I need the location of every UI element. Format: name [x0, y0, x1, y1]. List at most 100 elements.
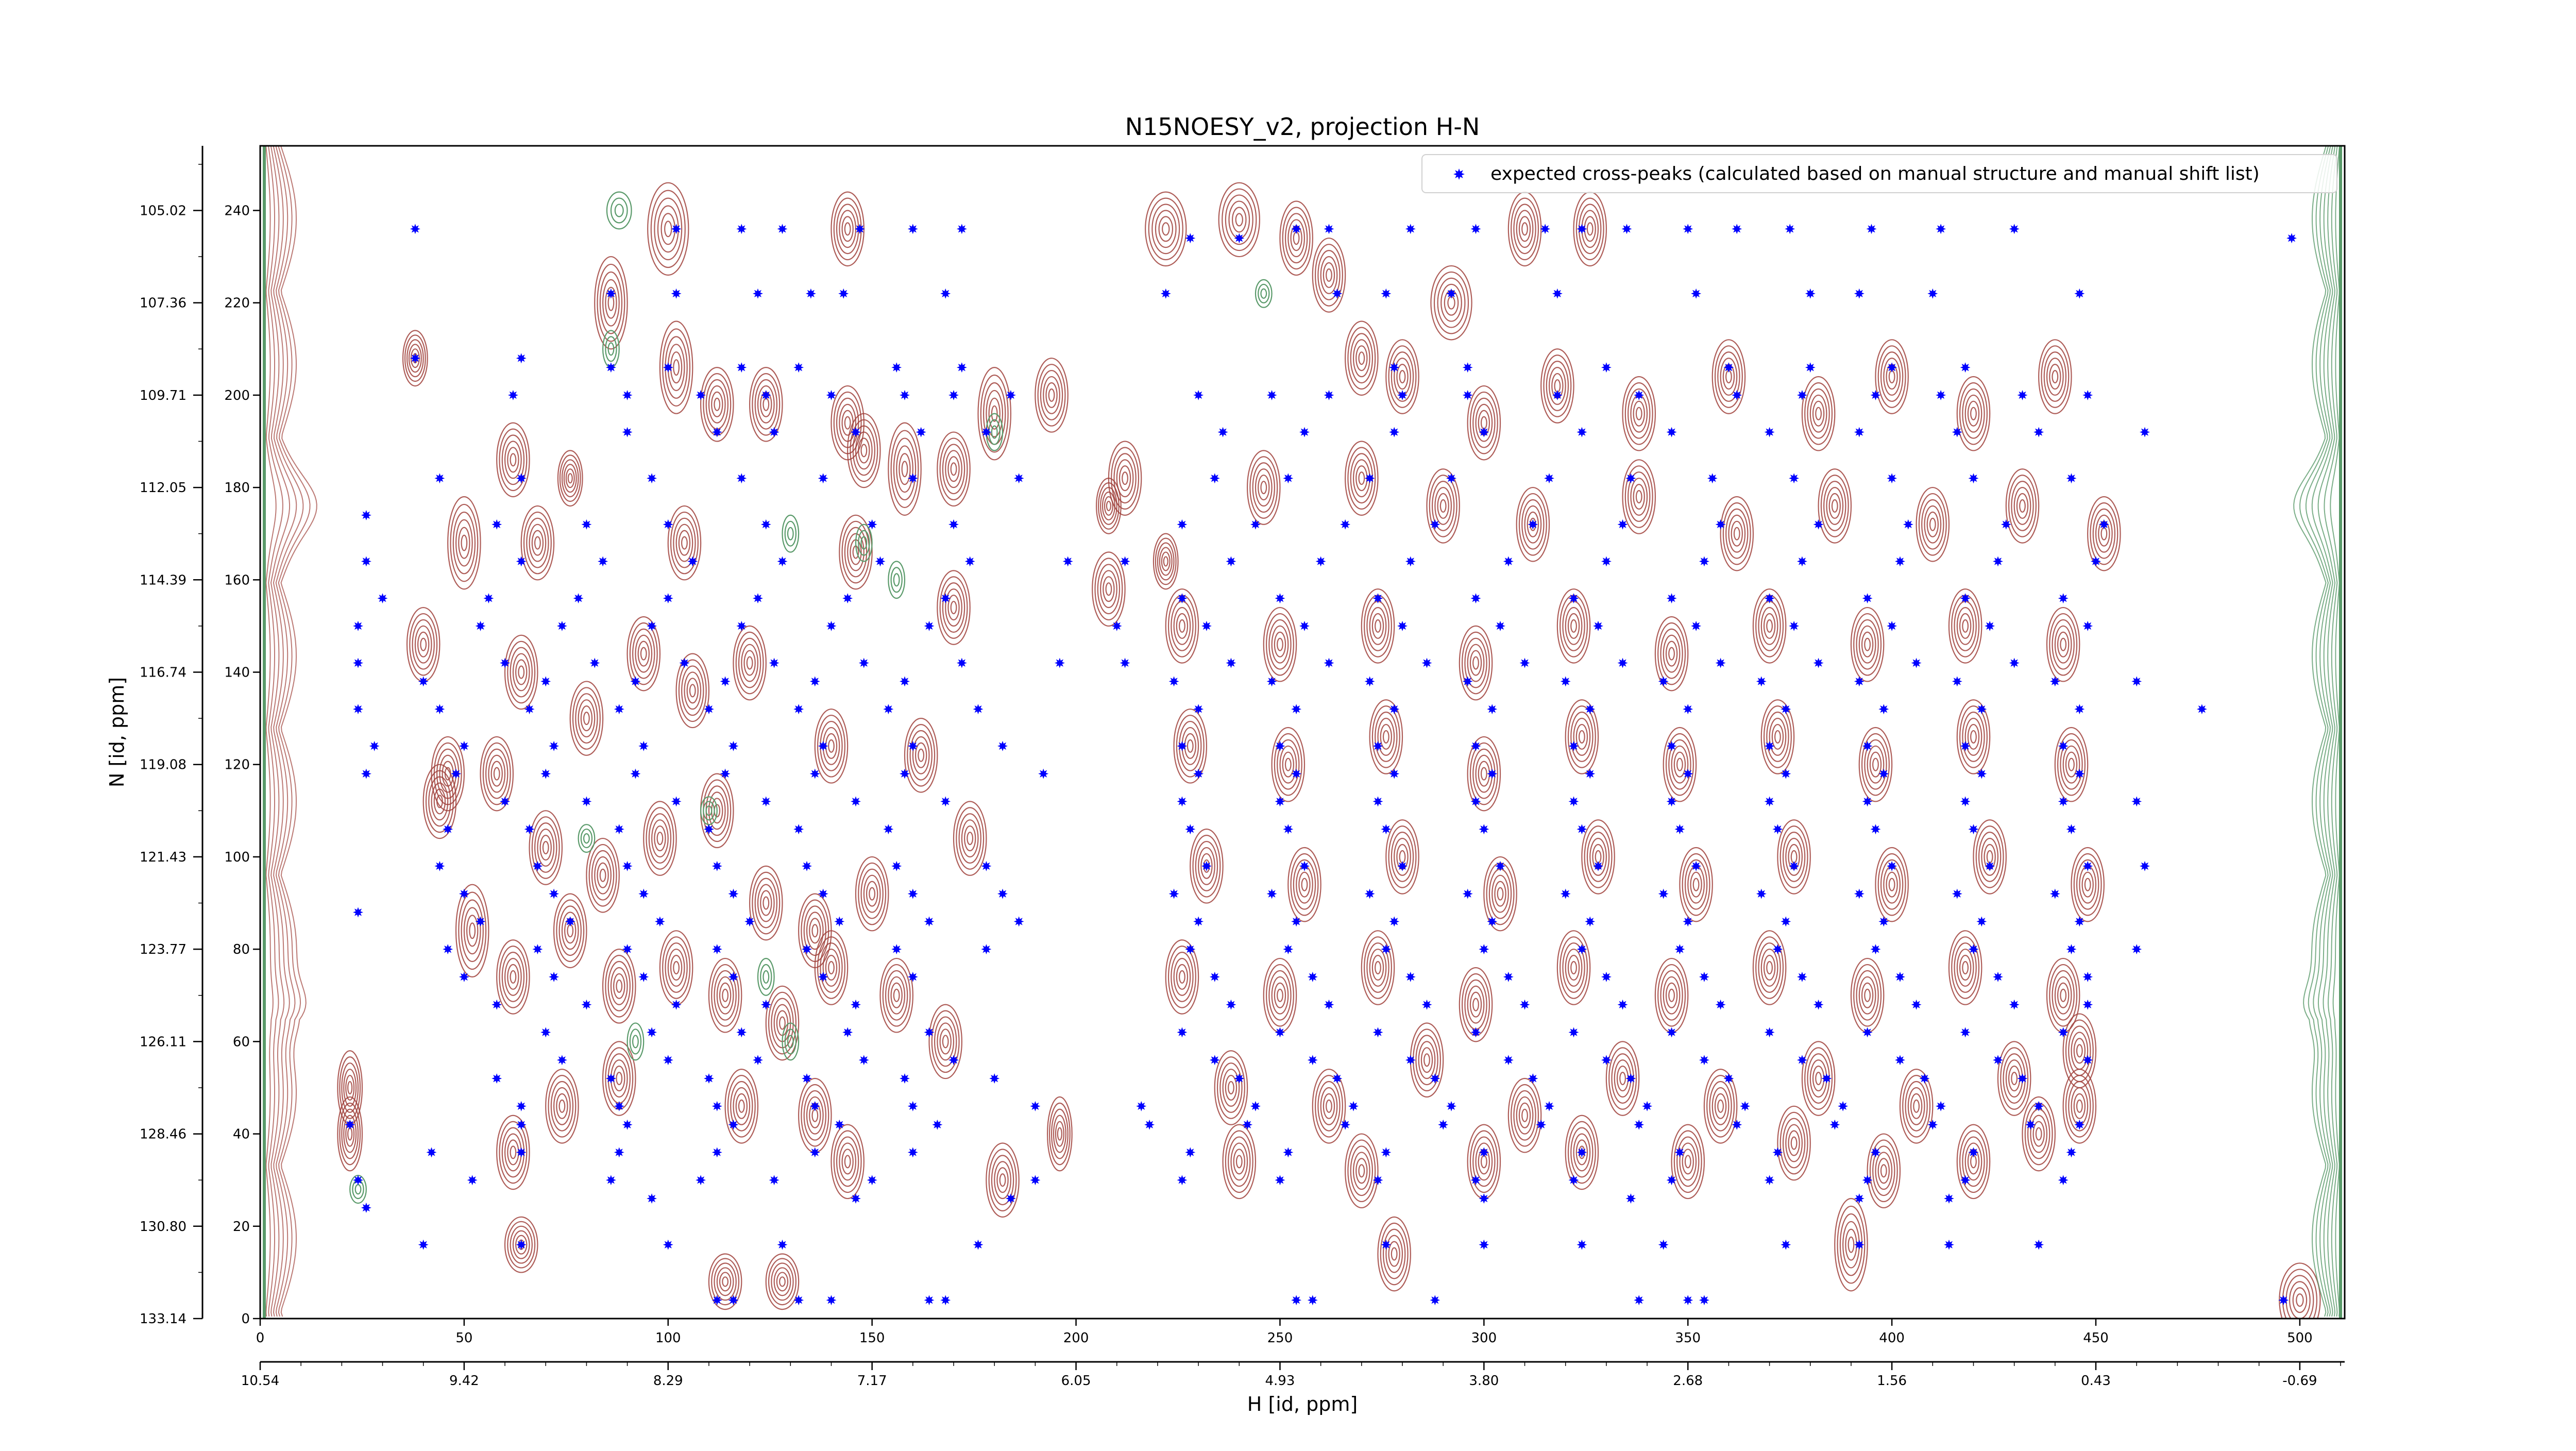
- contour-ring: [1888, 878, 1895, 891]
- contour-ring: [831, 1124, 865, 1200]
- cross-peak-marker: [1577, 944, 1587, 955]
- cross-peak-marker: [1487, 704, 1498, 715]
- contour-ring: [776, 1010, 789, 1036]
- contour-ring: [1345, 320, 1379, 396]
- contour-ring: [1921, 499, 1944, 550]
- contour-peak-143: [1565, 1115, 1599, 1190]
- cross-peak-marker: [1030, 1101, 1041, 1111]
- contour-ring: [942, 582, 965, 633]
- cross-peak-marker: [1446, 288, 1456, 299]
- cross-peak-marker: [353, 704, 363, 715]
- contour-ring: [934, 1016, 957, 1067]
- cross-peak-marker: [1968, 473, 1979, 484]
- cross-peak-marker: [1479, 944, 1489, 955]
- contour-ring: [890, 982, 903, 1008]
- contour-ring: [1673, 751, 1686, 778]
- cross-peak-marker: [1013, 473, 1024, 484]
- contour-ring: [607, 960, 631, 1011]
- contour-ring: [1388, 345, 1417, 408]
- contour-ring: [1628, 388, 1651, 439]
- contour-ring: [1877, 1158, 1890, 1184]
- contour-ring: [860, 444, 868, 458]
- cross-peak-marker: [1528, 519, 1538, 530]
- contour-ring: [986, 1142, 1020, 1218]
- contour-peak-43: [602, 949, 636, 1024]
- contour-ring: [675, 653, 710, 729]
- contour-ring: [556, 899, 585, 963]
- contour-ring: [1684, 859, 1708, 910]
- cross-peak-marker: [1621, 224, 1632, 234]
- cross-peak-marker: [1275, 1027, 1285, 1038]
- contour-ring: [879, 957, 913, 1033]
- cross-peak-marker: [1552, 288, 1563, 299]
- right-projection-trace: [2324, 146, 2338, 1317]
- contour-ring: [1345, 1133, 1379, 1209]
- contour-ring: [1981, 838, 1999, 876]
- cross-peak-marker: [418, 1239, 429, 1250]
- cross-peak-marker: [540, 676, 551, 687]
- contour-ring: [1573, 718, 1591, 756]
- contour-ring: [667, 505, 702, 581]
- contour-ring: [1853, 613, 1882, 676]
- contour-ring: [591, 850, 615, 901]
- cross-peak-marker: [1185, 1147, 1196, 1158]
- contour-ring: [893, 988, 900, 1002]
- cross-peak-marker: [704, 1073, 714, 1084]
- cross-peak-marker: [875, 556, 886, 567]
- y-ppm-tick-label: 133.14: [140, 1311, 187, 1327]
- contour-ring: [1494, 881, 1506, 907]
- cross-peak-marker: [1340, 1119, 1351, 1130]
- contour-ring: [485, 748, 509, 799]
- cross-peak-marker: [1299, 620, 1310, 631]
- cross-peak-marker: [1291, 916, 1302, 927]
- cross-peak-marker: [1683, 916, 1693, 927]
- cross-peak-marker: [1307, 971, 1318, 982]
- cross-peak-marker: [2196, 704, 2207, 715]
- cross-peak-marker: [459, 888, 469, 899]
- contour-ring: [1763, 705, 1792, 768]
- contour-ring: [597, 263, 625, 342]
- contour-ring: [1872, 1145, 1895, 1196]
- contour-ring: [507, 640, 536, 704]
- cross-peak-marker: [907, 888, 918, 899]
- contour-ring: [1834, 1197, 1868, 1292]
- y-index-tick-label: 200: [224, 388, 250, 403]
- contour-ring: [572, 687, 601, 750]
- contour-ring: [1219, 1062, 1243, 1113]
- contour-ring: [814, 708, 849, 784]
- cross-peak-marker: [1952, 888, 1962, 899]
- contour-ring: [912, 736, 930, 774]
- cross-peak-marker: [809, 768, 820, 779]
- contour-ring: [1513, 1090, 1536, 1141]
- contour-peak-116: [1777, 819, 1811, 895]
- contour-ring: [1426, 468, 1460, 544]
- contour-ring: [458, 527, 470, 559]
- contour-ring: [496, 939, 530, 1015]
- contour-ring: [730, 1081, 753, 1132]
- contour-ring: [1467, 644, 1485, 682]
- contour-ring: [1225, 1074, 1238, 1101]
- contour-ring: [341, 1062, 359, 1113]
- contour-ring: [2065, 1019, 2094, 1083]
- contour-ring: [2084, 878, 2091, 891]
- cross-peak-marker: [1699, 1055, 1709, 1066]
- contour-ring: [647, 182, 689, 276]
- contour-ring: [510, 1225, 533, 1264]
- cross-peak-marker: [1813, 657, 1824, 668]
- contour-peak-61: [1108, 441, 1142, 516]
- contour-peak-39: [953, 801, 987, 876]
- x-index-tick-label: 450: [2083, 1330, 2109, 1346]
- cross-peak-marker: [443, 824, 453, 835]
- cross-peak-marker: [638, 971, 649, 982]
- cross-peak-marker: [1568, 796, 1579, 807]
- contour-ring: [1173, 708, 1208, 784]
- cross-peak-marker: [410, 224, 420, 234]
- contour-ring: [1777, 819, 1811, 895]
- cross-peak-marker: [1887, 620, 1897, 631]
- left-projection-trace: [265, 146, 277, 1317]
- contour-ring: [1970, 730, 1977, 744]
- contour-ring: [1967, 400, 1980, 427]
- cross-peak-marker: [1911, 999, 1922, 1010]
- contour-ring: [1668, 647, 1675, 661]
